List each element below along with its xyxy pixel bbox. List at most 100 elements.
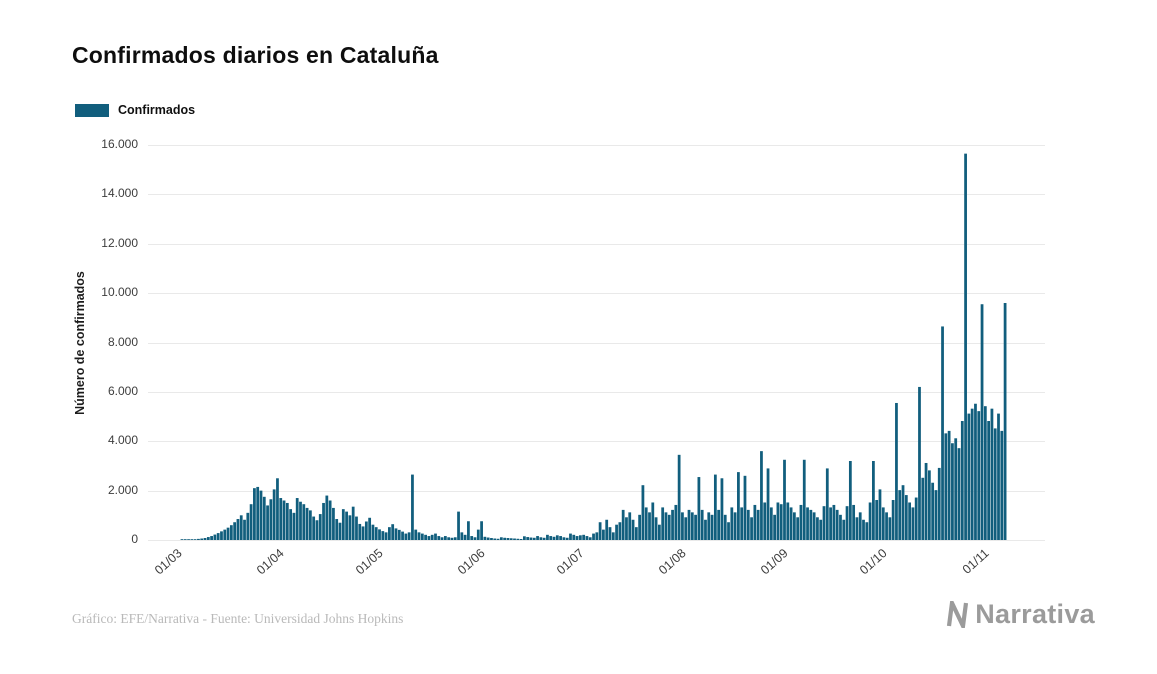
x-tick-label: 01/11 [959, 546, 992, 577]
bar [891, 500, 895, 540]
y-tick-label: 16.000 [101, 137, 138, 151]
bar [625, 517, 628, 540]
bar [272, 489, 276, 540]
bar [845, 506, 849, 540]
bar [318, 514, 322, 540]
bar [667, 514, 671, 540]
bar [868, 502, 872, 540]
bar [644, 507, 648, 540]
bar [848, 461, 852, 540]
bar [1003, 303, 1007, 540]
y-tick-label: 12.000 [101, 235, 138, 250]
y-tick-label: 0 [131, 532, 138, 546]
bar [855, 517, 859, 540]
bar [661, 507, 665, 540]
bar [203, 538, 207, 540]
bar [737, 472, 740, 540]
bar [302, 504, 306, 540]
bar [723, 514, 727, 540]
bar [256, 486, 260, 540]
bar [951, 443, 954, 540]
bar [430, 534, 434, 540]
narrativa-logo-icon [947, 601, 969, 628]
bar [578, 535, 582, 540]
bar [816, 517, 819, 540]
bar [355, 516, 358, 540]
bar [799, 504, 803, 540]
y-tick-label: 8.000 [107, 334, 138, 349]
bar [885, 512, 888, 540]
bar [496, 538, 500, 540]
bar [276, 478, 279, 540]
bar [934, 490, 938, 540]
bar [361, 526, 365, 540]
bar [220, 531, 223, 540]
bar [226, 527, 230, 540]
bar [651, 502, 655, 540]
bar [796, 517, 800, 540]
bar [532, 537, 536, 540]
bar [450, 537, 454, 540]
bar [295, 498, 299, 540]
bar [634, 527, 638, 540]
legend-swatch-icon [75, 103, 109, 117]
bar-chart [148, 145, 1045, 541]
bar [621, 509, 625, 540]
bar [792, 512, 796, 540]
plot-area: 0 2.000 4.000 6.000 8.000 10.000 12.000 14.000 1… [101, 137, 1045, 577]
bar [388, 527, 391, 540]
bar [348, 515, 352, 540]
bar [967, 413, 971, 540]
bar [707, 512, 711, 540]
bar [608, 527, 612, 540]
bar [631, 519, 635, 540]
bar [700, 509, 704, 540]
bar [789, 507, 793, 540]
bar [654, 517, 658, 540]
bar [335, 519, 339, 540]
bar [713, 474, 717, 540]
bar [368, 517, 372, 540]
bar [898, 490, 902, 540]
bar [865, 522, 869, 540]
bar [193, 539, 197, 540]
bar [931, 482, 935, 540]
x-tick-label: 01/05 [352, 546, 386, 578]
bar [401, 531, 404, 540]
bar [213, 534, 217, 540]
bar [483, 536, 487, 540]
bar [243, 519, 246, 540]
bar [993, 428, 997, 540]
bar [921, 477, 925, 540]
bar [190, 539, 194, 540]
bar [476, 529, 480, 540]
bar [918, 386, 921, 540]
bar [285, 502, 289, 540]
bar [506, 538, 510, 540]
y-tick-label: 6.000 [107, 383, 138, 398]
legend: Confirmados [75, 103, 195, 117]
bar [704, 519, 707, 540]
bar [509, 538, 513, 540]
x-tick-label: 01/09 [757, 546, 791, 578]
y-axis-title: Número de confirmados [73, 271, 87, 415]
bar [236, 519, 240, 540]
bar [733, 512, 737, 540]
x-tick-label: 01/08 [655, 546, 689, 578]
bar [839, 514, 842, 540]
bar [924, 462, 928, 541]
bar [769, 507, 773, 540]
legend-label: Confirmados [118, 103, 196, 117]
bar [513, 538, 516, 540]
bar [628, 512, 632, 540]
bar [262, 496, 266, 540]
bar [358, 523, 362, 540]
bar [371, 524, 375, 540]
bar [493, 538, 497, 540]
bar [802, 459, 806, 540]
bar [384, 532, 388, 540]
bar [246, 512, 250, 540]
bar [743, 475, 747, 540]
bar [641, 485, 645, 540]
